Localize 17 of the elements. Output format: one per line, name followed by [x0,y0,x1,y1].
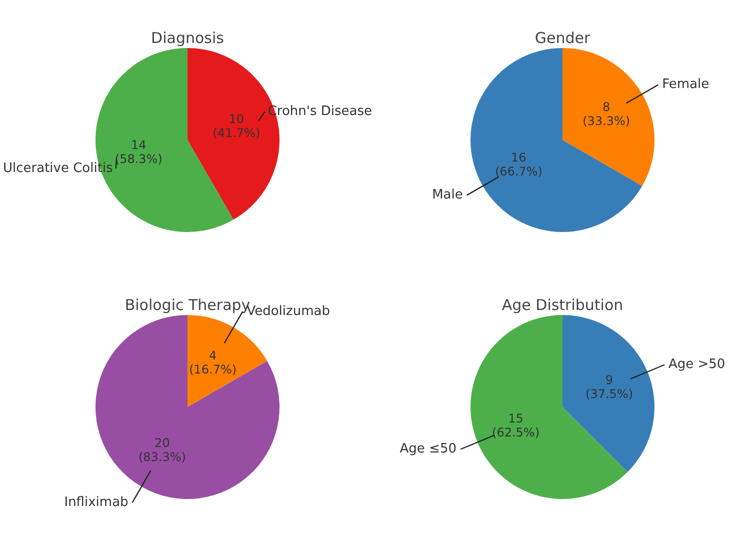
data-label: 20 (83.3%) [138,436,186,464]
data-label: 16 (66.7%) [494,150,542,178]
slice-label: Male [432,188,463,203]
slice-label: Female [662,77,710,92]
slice-label: Infliximab [64,494,128,510]
data-label: 4 (16.7%) [189,348,237,376]
data-label: 15 (62.5%) [492,411,540,440]
chart-title: Biologic Therapy [124,296,250,314]
slice-label: Age ≤50 [400,442,457,457]
data-label: 8 (33.3%) [582,100,630,128]
data-label: 10 (41.7%) [212,112,260,140]
slice-label: Age >50 [668,357,726,372]
chart-title: Age Distribution [502,296,624,314]
data-label: 9 (37.5%) [586,372,633,401]
chart-title: Diagnosis [151,28,224,47]
chart-title: Gender [534,28,591,47]
data-label: 14 (58.3%) [114,138,162,166]
